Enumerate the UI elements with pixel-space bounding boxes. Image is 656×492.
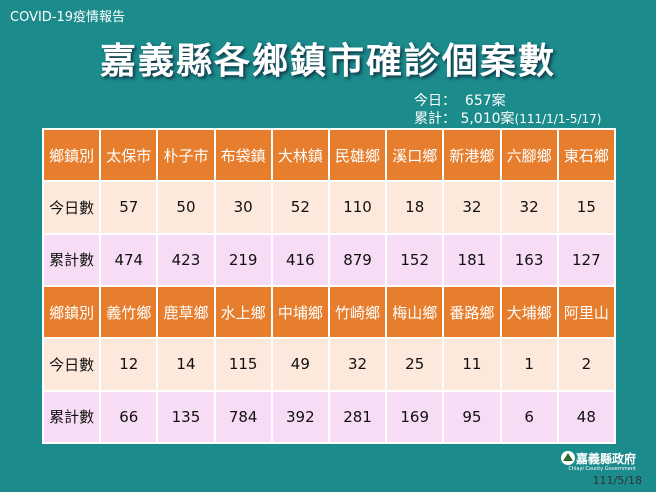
- table-cell: 15: [556, 180, 617, 235]
- table-cell: 中埔鄉: [270, 284, 330, 340]
- table-cell: 392: [270, 389, 330, 445]
- table-cell: 127: [556, 232, 617, 287]
- table-cell: 163: [499, 232, 559, 287]
- table-row: 累計數 66 135 784 392 281 169 95 6 48: [41, 389, 617, 445]
- table-row: 鄉鎮別 太保市 朴子市 布袋鎮 大林鎮 民雄鄉 溪口鄉 新港鄉 六腳鄉 東石鄉: [41, 127, 617, 183]
- table-cell: 49: [270, 337, 330, 392]
- title: 嘉義縣各鄉鎮市確診個案數: [99, 41, 556, 82]
- row-label: 累計數: [41, 232, 102, 287]
- org-name: 嘉義縣政府: [575, 452, 636, 466]
- total-value: 5,010案: [460, 111, 515, 127]
- table-cell: 新港鄉: [442, 127, 502, 183]
- total-label: 累計：: [414, 111, 456, 127]
- table-cell: 太保市: [99, 127, 159, 183]
- table-cell: 110: [327, 180, 388, 235]
- today-value: 657案: [464, 93, 506, 109]
- table-cell: 784: [213, 389, 273, 445]
- table-cell: 14: [156, 337, 216, 392]
- table-cell: 大林鎮: [270, 127, 330, 183]
- table-cell: 32: [499, 180, 559, 235]
- table-cell: 66: [99, 389, 159, 445]
- row-label: 累計數: [41, 389, 102, 445]
- table-cell: 32: [327, 337, 388, 392]
- table-cell: 六腳鄉: [499, 127, 559, 183]
- table-cell: 169: [385, 389, 445, 445]
- case-table: 鄉鎮別 太保市 朴子市 布袋鎮 大林鎮 民雄鄉 溪口鄉 新港鄉 六腳鄉 東石鄉 今日數 57 50 30 5…: [41, 127, 617, 445]
- today-label: 今日：: [414, 93, 456, 109]
- table-cell: 11: [442, 337, 502, 392]
- table-cell: 115: [213, 337, 273, 392]
- table-cell: 181: [442, 232, 502, 287]
- table-row: 累計數 474 423 219 416 879 152 181 163 127: [41, 232, 617, 287]
- period: (111/1/1-5/17): [514, 112, 602, 126]
- table-cell: 219: [213, 232, 273, 287]
- table-cell: 竹崎鄉: [327, 284, 388, 340]
- table-cell: 布袋鎮: [213, 127, 273, 183]
- table-cell: 梅山鄉: [385, 284, 445, 340]
- table-cell: 朴子市: [156, 127, 216, 183]
- table-cell: 12: [99, 337, 159, 392]
- table-cell: 大埔鄉: [499, 284, 559, 340]
- row-label: 今日數: [41, 337, 102, 392]
- table-cell: 25: [385, 337, 445, 392]
- table-cell: 6: [499, 389, 559, 445]
- table-cell: 52: [270, 180, 330, 235]
- table-cell: 民雄鄉: [327, 127, 388, 183]
- table-cell: 18: [385, 180, 445, 235]
- table-cell: 423: [156, 232, 216, 287]
- table-cell: 鹿草鄉: [156, 284, 216, 340]
- table-cell: 879: [327, 232, 388, 287]
- table-cell: 1: [499, 337, 559, 392]
- table-cell: 東石鄉: [556, 127, 617, 183]
- table-row: 今日數 57 50 30 52 110 18 32 32 15: [41, 180, 617, 235]
- row-label: 鄉鎮別: [41, 284, 102, 340]
- logo-icon: [561, 451, 575, 465]
- table-cell: 48: [556, 389, 617, 445]
- table-cell: 溪口鄉: [385, 127, 445, 183]
- table-cell: 152: [385, 232, 445, 287]
- total-summary: 累計： 5,010案(111/1/1-5/17): [414, 108, 601, 128]
- today-summary: 今日： 657案: [414, 90, 506, 110]
- table-cell: 30: [213, 180, 273, 235]
- table-cell: 50: [156, 180, 216, 235]
- org-name-en: Chiayi County Government: [568, 466, 636, 472]
- table-cell: 2: [556, 337, 617, 392]
- table-row: 鄉鎮別 義竹鄉 鹿草鄉 水上鄉 中埔鄉 竹崎鄉 梅山鄉 番路鄉 大埔鄉 阿里山: [41, 284, 617, 340]
- table-cell: 32: [442, 180, 502, 235]
- table-cell: 57: [99, 180, 159, 235]
- table-cell: 水上鄉: [213, 284, 273, 340]
- row-label: 鄉鎮別: [41, 127, 102, 183]
- table-row: 今日數 12 14 115 49 32 25 11 1 2: [41, 337, 617, 392]
- table-cell: 135: [156, 389, 216, 445]
- table-cell: 281: [327, 389, 388, 445]
- report-label: COVID-19疫情報告: [10, 10, 126, 25]
- row-label: 今日數: [41, 180, 102, 235]
- table-cell: 阿里山: [556, 284, 617, 340]
- date: 111/5/18: [592, 474, 642, 487]
- table-cell: 416: [270, 232, 330, 287]
- table-cell: 義竹鄉: [99, 284, 159, 340]
- table-cell: 番路鄉: [442, 284, 502, 340]
- table-cell: 95: [442, 389, 502, 445]
- table-cell: 474: [99, 232, 159, 287]
